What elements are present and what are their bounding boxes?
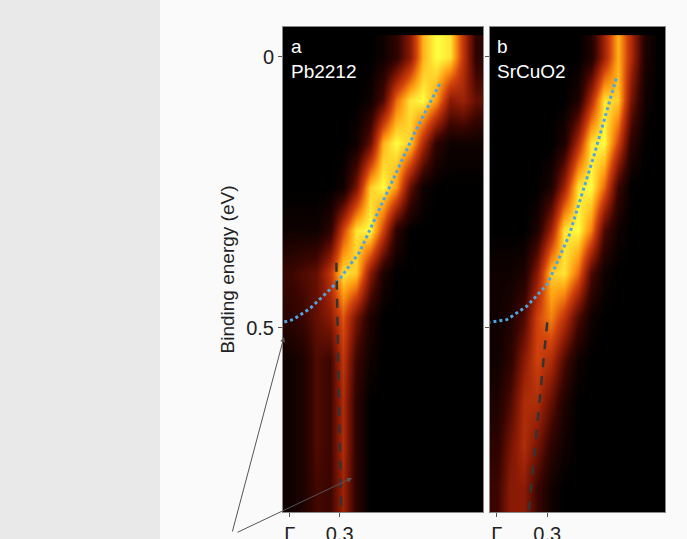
svg-text:0.3: 0.3	[533, 523, 561, 539]
svg-text:Γ: Γ	[491, 523, 502, 539]
svg-text:0.5: 0.5	[246, 317, 274, 339]
svg-text:Γ: Γ	[284, 523, 295, 539]
svg-text:bSrCuO2: bSrCuO2	[497, 36, 566, 82]
svg-text:Binding energy (eV): Binding energy (eV)	[217, 186, 238, 354]
svg-text:0.3: 0.3	[326, 523, 354, 539]
svg-text:0: 0	[263, 46, 274, 68]
svg-text:aPb2212: aPb2212	[291, 36, 357, 82]
